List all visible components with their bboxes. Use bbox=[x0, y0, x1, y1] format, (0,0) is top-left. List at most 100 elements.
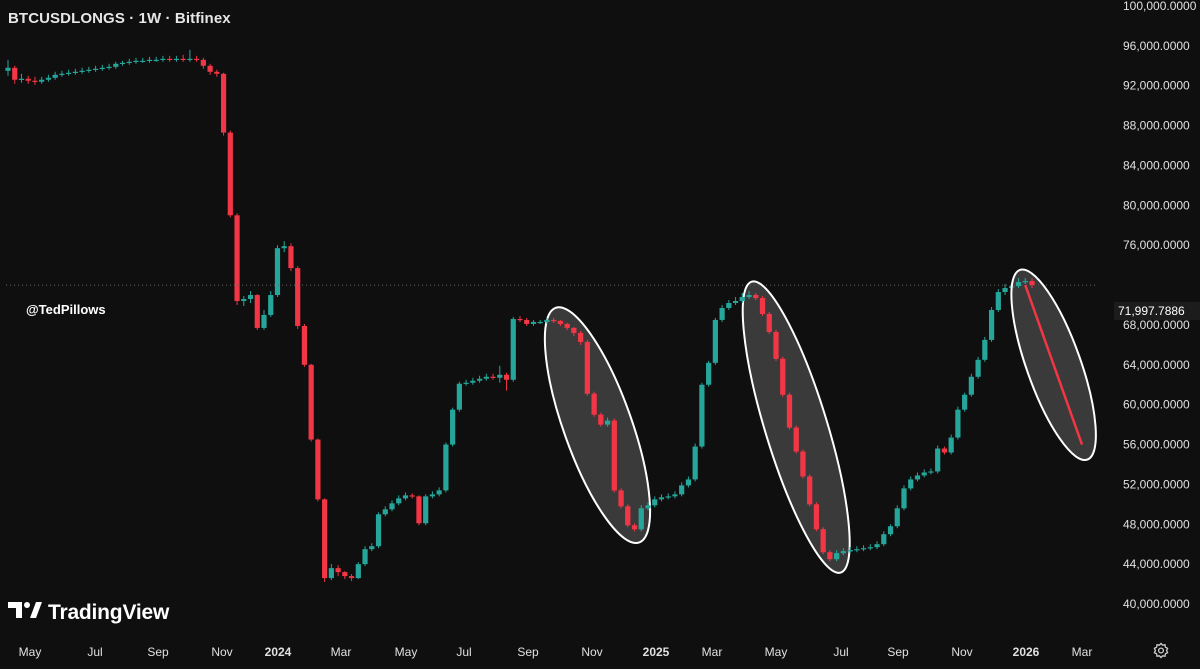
candle bbox=[544, 317, 550, 324]
candle bbox=[483, 373, 489, 381]
chart-title: BTCUSDLONGS · 1W · Bitfinex bbox=[8, 10, 231, 27]
candle-body bbox=[766, 313, 772, 332]
x-tick-label: 2025 bbox=[643, 645, 670, 659]
candle-body bbox=[443, 444, 449, 491]
candle-body bbox=[45, 77, 52, 80]
candle-body bbox=[450, 409, 456, 445]
candle bbox=[598, 412, 604, 427]
candle-body bbox=[860, 548, 867, 550]
candle-body bbox=[106, 66, 112, 68]
candle bbox=[429, 491, 436, 499]
candle bbox=[834, 550, 840, 562]
candle-body bbox=[470, 380, 476, 383]
candle bbox=[652, 496, 658, 508]
candle bbox=[470, 377, 476, 385]
candle-body bbox=[362, 549, 368, 565]
y-axis: 40,000.0000 44,000.0000 48,000.0000 52,000.… bbox=[1123, 0, 1197, 611]
candle-body bbox=[739, 297, 745, 302]
candle-body bbox=[375, 514, 382, 547]
candle-body bbox=[402, 495, 409, 499]
candle-body bbox=[39, 79, 45, 82]
candle-body bbox=[914, 475, 921, 480]
candle-body bbox=[692, 446, 698, 480]
y-tick-label: 96,000.0000 bbox=[1123, 39, 1190, 53]
x-tick-label: Mar bbox=[702, 645, 723, 659]
y-tick-label: 76,000.0000 bbox=[1123, 238, 1190, 252]
candle-body bbox=[66, 72, 72, 74]
candle-body bbox=[773, 331, 779, 359]
candle-body bbox=[699, 384, 705, 447]
candle bbox=[975, 356, 981, 379]
candle-body bbox=[342, 572, 348, 577]
candle-body bbox=[247, 295, 254, 300]
tradingview-logo[interactable]: TradingView bbox=[8, 600, 169, 625]
candle bbox=[988, 306, 995, 342]
candle-body bbox=[301, 325, 308, 365]
candle-body bbox=[79, 70, 85, 72]
candle bbox=[241, 296, 247, 306]
candle-body bbox=[968, 376, 974, 395]
candle bbox=[436, 487, 442, 497]
candle bbox=[113, 61, 119, 69]
candle-body bbox=[86, 69, 92, 71]
candle-body bbox=[645, 505, 651, 509]
candle bbox=[557, 319, 564, 326]
y-tick-label: 80,000.0000 bbox=[1123, 198, 1190, 212]
candle-body bbox=[665, 496, 671, 498]
gear-icon[interactable] bbox=[1152, 642, 1170, 660]
candle-body bbox=[490, 376, 496, 378]
candle bbox=[908, 476, 914, 491]
candle bbox=[456, 381, 462, 412]
candle bbox=[901, 485, 907, 511]
candle-body bbox=[962, 394, 968, 410]
candle bbox=[295, 266, 301, 329]
candle-body bbox=[483, 376, 489, 379]
candle-body bbox=[476, 378, 483, 381]
candle bbox=[45, 74, 52, 82]
logo-text: TradingView bbox=[48, 600, 170, 624]
candle-body bbox=[119, 62, 126, 65]
candle bbox=[914, 472, 921, 482]
candle bbox=[308, 363, 314, 442]
x-tick-label: May bbox=[19, 645, 42, 659]
candle-body bbox=[631, 525, 638, 530]
x-tick-label: Nov bbox=[211, 645, 232, 659]
candle-body bbox=[1029, 281, 1035, 286]
y-tick-label: 64,000.0000 bbox=[1123, 358, 1190, 372]
candle bbox=[140, 57, 146, 63]
candle bbox=[126, 58, 132, 65]
candle bbox=[355, 562, 361, 580]
candle bbox=[820, 527, 826, 555]
candle-body bbox=[793, 427, 799, 452]
candle bbox=[18, 73, 25, 83]
candle bbox=[86, 66, 92, 73]
candle-body bbox=[753, 295, 759, 299]
candle-body bbox=[988, 309, 995, 340]
candle-body bbox=[726, 303, 732, 308]
candle bbox=[261, 309, 267, 330]
candle bbox=[510, 316, 516, 382]
candle-body bbox=[591, 393, 597, 415]
annotation-layer bbox=[6, 268, 1098, 574]
candle bbox=[571, 326, 577, 336]
candle bbox=[894, 505, 900, 529]
candle bbox=[739, 293, 745, 304]
candle-body bbox=[369, 546, 375, 550]
candle-body bbox=[759, 298, 766, 314]
last-price-label: 71,997.7886 bbox=[1114, 302, 1200, 320]
candle-body bbox=[328, 568, 334, 579]
candle bbox=[625, 504, 631, 528]
candle bbox=[119, 60, 126, 66]
candle bbox=[881, 531, 887, 547]
candle-body bbox=[887, 526, 894, 535]
candle bbox=[1015, 278, 1022, 289]
candle bbox=[935, 445, 941, 474]
candle-body bbox=[227, 132, 233, 216]
candle bbox=[941, 446, 948, 455]
candle bbox=[995, 289, 1001, 312]
candle bbox=[564, 322, 570, 330]
candle-body bbox=[604, 420, 611, 425]
candle bbox=[780, 356, 786, 397]
candle-body bbox=[564, 323, 570, 328]
candle bbox=[497, 365, 503, 383]
